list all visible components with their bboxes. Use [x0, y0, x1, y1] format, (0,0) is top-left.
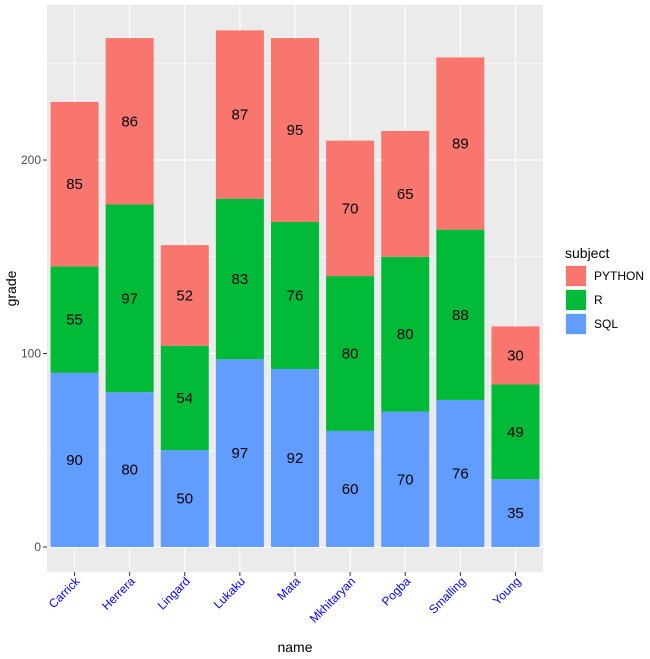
bar-r-smalling — [436, 229, 485, 400]
x-tick-label: Lingard — [155, 574, 193, 612]
data-label: 70 — [397, 471, 414, 488]
bar-r-lingard — [160, 345, 209, 451]
data-label: 76 — [287, 287, 304, 304]
x-axis: Carrick Herrera Lingard Lukaku Mata Mkhitarya… — [46, 572, 524, 626]
bar-r-carrick — [50, 266, 99, 373]
data-label: 97 — [121, 290, 138, 307]
data-label: 87 — [232, 107, 249, 124]
data-label: 92 — [287, 450, 304, 467]
x-tick-label: Pogba — [379, 574, 414, 609]
data-label: 86 — [121, 113, 138, 130]
y-tick-label: 0 — [34, 540, 41, 554]
data-label: 54 — [176, 390, 193, 407]
bar-python-smalling — [436, 57, 485, 230]
bar-sql-lukaku — [215, 359, 264, 547]
x-tick-label: Mkhitaryan — [307, 574, 358, 625]
data-label: 90 — [66, 452, 83, 469]
y-axis: 0 100 200 — [21, 153, 47, 554]
data-label: 80 — [342, 346, 359, 363]
bar-sql-mkhitaryan — [326, 430, 375, 547]
data-label: 30 — [507, 347, 524, 364]
data-label: 97 — [232, 445, 249, 462]
x-tick-label: Carrick — [46, 574, 83, 611]
data-label: 35 — [507, 505, 524, 522]
bar-sql-mata — [271, 368, 319, 547]
data-label: 50 — [176, 491, 193, 508]
data-label: 55 — [66, 312, 83, 329]
bar-python-mkhitaryan — [326, 140, 375, 277]
data-label: 70 — [342, 200, 359, 217]
legend-key-r — [566, 290, 586, 310]
data-label: 83 — [232, 271, 249, 288]
data-label: 80 — [397, 326, 414, 343]
data-label: 60 — [342, 481, 359, 498]
bar-r-lukaku — [215, 198, 264, 360]
bar-python-pogba — [381, 130, 430, 257]
data-label: 95 — [287, 122, 304, 139]
legend-key-python — [566, 266, 586, 286]
data-label: 89 — [452, 136, 469, 153]
bar-r-mata — [271, 221, 319, 369]
bar-python-carrick — [50, 101, 99, 267]
data-label: 52 — [176, 287, 193, 304]
bar-python-herrera — [105, 38, 154, 205]
legend-label-sql: SQL — [594, 317, 618, 331]
bar-sql-young — [491, 479, 540, 547]
x-tick-label: Smalling — [426, 574, 468, 616]
bar-sql-pogba — [381, 411, 430, 547]
x-tick-label: Mata — [274, 574, 303, 603]
legend-label-python: PYTHON — [594, 269, 644, 283]
x-axis-title: name — [277, 639, 312, 655]
bars — [50, 30, 540, 547]
bar-r-herrera — [105, 204, 154, 393]
bar-python-young — [491, 326, 540, 385]
data-label: 85 — [66, 176, 83, 193]
x-tick-label: Young — [490, 574, 524, 608]
x-tick-label: Herrera — [99, 574, 138, 613]
y-tick-label: 200 — [21, 153, 41, 167]
bar-r-mkhitaryan — [326, 276, 375, 431]
bar-labels: 90 55 85 80 97 86 50 54 52 97 83 87 92 76 95 60 80 70 70 80… — [66, 107, 524, 523]
bar-r-young — [491, 384, 540, 480]
y-tick-label: 100 — [21, 347, 41, 361]
data-label: 49 — [507, 424, 524, 441]
bar-sql-lingard — [160, 450, 209, 547]
bar-python-lingard — [160, 245, 209, 346]
bar-sql-carrick — [50, 372, 99, 547]
legend: subject PYTHON R SQL — [565, 245, 644, 335]
data-label: 80 — [121, 462, 138, 479]
legend-label-r: R — [594, 293, 603, 307]
data-label: 76 — [452, 465, 469, 482]
bar-r-pogba — [381, 256, 430, 412]
y-axis-title: grade — [3, 270, 19, 306]
bar-sql-herrera — [105, 392, 154, 547]
legend-key-sql — [566, 314, 586, 334]
data-label: 88 — [452, 307, 469, 324]
data-label: 65 — [397, 186, 414, 203]
x-tick-label: Lukaku — [211, 574, 248, 611]
bar-sql-smalling — [436, 399, 485, 547]
legend-title: subject — [565, 245, 609, 261]
bar-python-lukaku — [215, 30, 264, 199]
bar-python-mata — [271, 38, 319, 222]
